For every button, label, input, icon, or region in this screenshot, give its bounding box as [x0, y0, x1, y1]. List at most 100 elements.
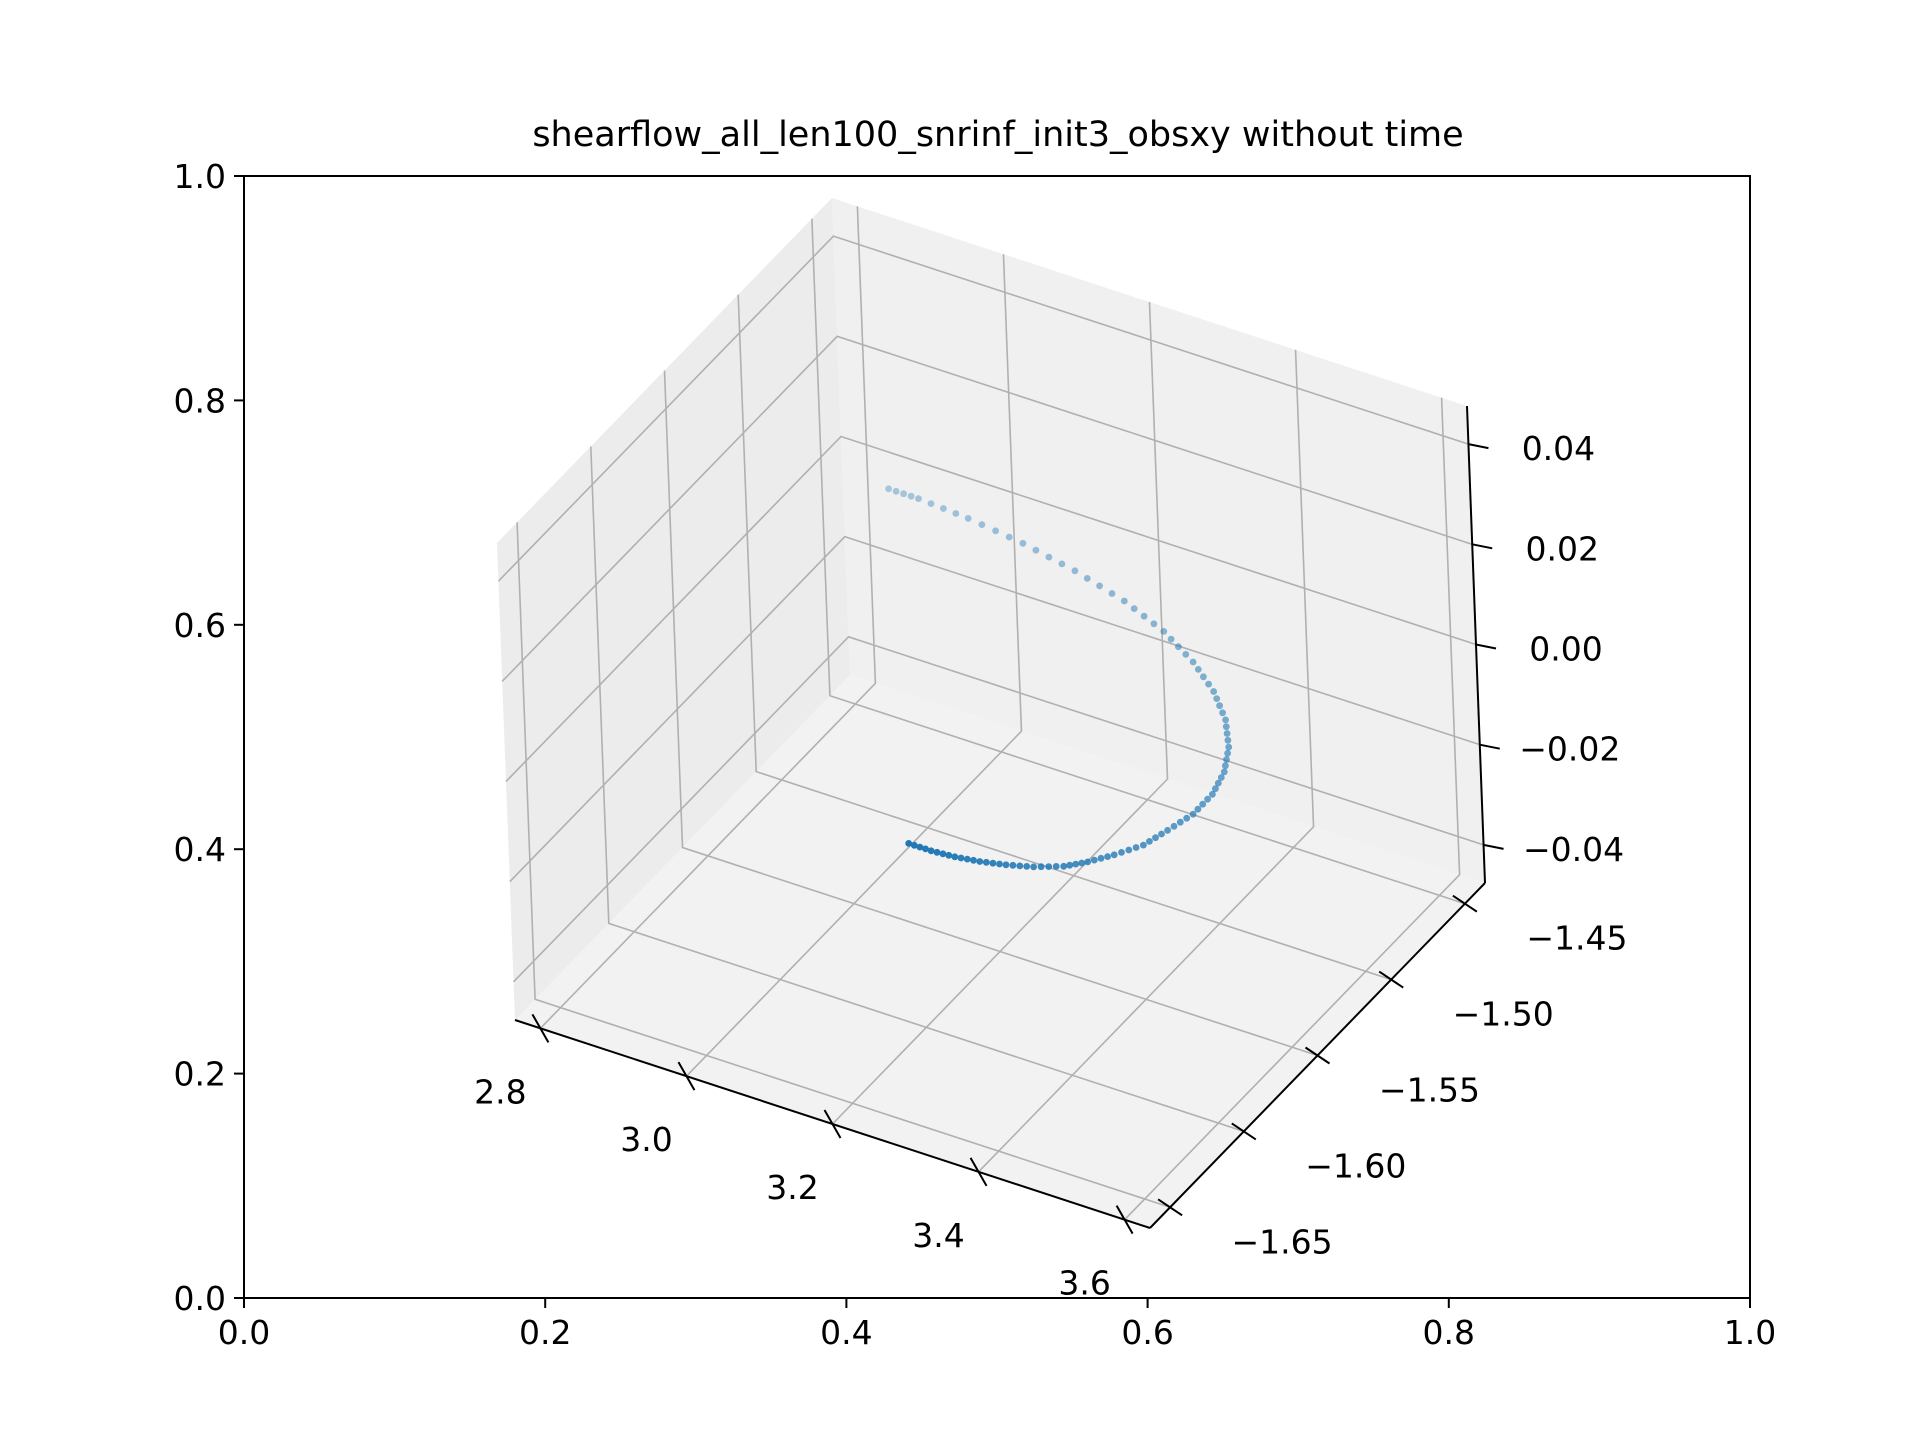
outer-x-ticks: 0.0 0.2 0.4 0.6 0.8 1.0: [218, 1298, 1776, 1352]
grid-line-x: [539, 206, 877, 1029]
x-tick-label: 3.4: [912, 1216, 964, 1255]
data-point: [1002, 861, 1010, 869]
data-point: [1183, 814, 1191, 822]
outer-y-tick-label: 0.2: [174, 1055, 226, 1094]
data-point: [1125, 846, 1133, 854]
data-point: [1199, 800, 1207, 808]
data-point: [964, 515, 972, 522]
grid-lines: [497, 206, 1484, 1221]
data-point: [1167, 635, 1175, 643]
data-point: [933, 848, 941, 856]
data-point: [1023, 863, 1031, 870]
data-point: [952, 510, 960, 517]
data-point: [1182, 651, 1190, 658]
data-point: [940, 505, 947, 512]
y-tick-label: −1.45: [1526, 919, 1627, 958]
data-point: [957, 854, 965, 862]
data-point: [1005, 533, 1013, 541]
data-point: [1224, 749, 1231, 757]
outer-y-tick-label: 0.4: [174, 830, 226, 869]
grid-line-z: [505, 435, 1477, 783]
data-point: [1150, 620, 1158, 628]
grid-line-x: [685, 254, 1023, 1077]
y-tick-label: −1.55: [1379, 1071, 1480, 1110]
data-point: [1072, 860, 1080, 868]
x-tick: [531, 1013, 550, 1043]
data-point: [1220, 768, 1228, 776]
chart-title: shearflow_all_len100_snrinf_init3_obsxy …: [532, 115, 1463, 155]
outer-x-tick-label: 0.2: [519, 1313, 571, 1352]
data-point: [1152, 834, 1159, 842]
data-point: [1118, 849, 1125, 856]
data-point: [927, 847, 935, 855]
z-tick-label: 0.04: [1522, 429, 1595, 468]
z-tick: [1479, 743, 1500, 750]
data-point: [1132, 844, 1140, 851]
z-tick: [1483, 843, 1504, 850]
data-point: [905, 840, 913, 847]
grid-line-x: [1124, 397, 1461, 1221]
data-point: [1084, 858, 1092, 866]
data-point: [1009, 861, 1017, 869]
data-point: [1158, 830, 1165, 838]
grid-line-z: [497, 235, 1469, 582]
scatter-points: [885, 485, 1233, 871]
data-point: [1146, 838, 1153, 845]
data-point: [1194, 666, 1202, 673]
data-point: [1052, 863, 1060, 870]
outer-y-tick-label: 1.0: [174, 157, 226, 196]
data-point: [976, 858, 984, 865]
data-point: [907, 492, 915, 500]
data-point: [1083, 575, 1091, 582]
x-tick-label: 3.2: [766, 1168, 818, 1207]
data-point: [1019, 539, 1027, 547]
data-point: [996, 860, 1003, 868]
z-tick-label: −0.02: [1519, 730, 1620, 769]
outer-y-tick-label: 0.6: [174, 606, 226, 645]
grid-line-z: [512, 635, 1484, 983]
data-point: [1223, 756, 1230, 763]
data-point: [900, 490, 907, 498]
data-point: [1016, 862, 1024, 870]
data-point: [1104, 853, 1111, 860]
data-point: [1212, 785, 1219, 793]
data-point: [1189, 658, 1197, 666]
data-point: [927, 500, 935, 507]
y-tick-label: −1.50: [1453, 995, 1554, 1034]
y-tick: [1452, 894, 1478, 913]
data-point: [1120, 597, 1128, 605]
data-point: [989, 859, 997, 867]
data-point: [1213, 695, 1221, 702]
outer-x-tick-label: 0.6: [1121, 1313, 1173, 1352]
data-point: [1058, 560, 1066, 568]
grid-line-x: [977, 349, 1315, 1173]
z-tick-label: 0.02: [1525, 529, 1598, 568]
data-point: [978, 521, 986, 528]
outer-y-tick-label: 0.0: [174, 1279, 226, 1318]
data-point: [1045, 863, 1053, 870]
data-point: [1066, 861, 1074, 869]
grid-line-y: [590, 446, 1245, 1133]
data-point: [1170, 822, 1178, 830]
data-point: [910, 841, 918, 849]
x-tick-label: 3.0: [620, 1120, 672, 1159]
data-point: [1222, 762, 1229, 770]
data-point: [1071, 567, 1079, 575]
z-tick-label: 0.00: [1529, 630, 1602, 669]
data-point: [1045, 553, 1053, 561]
y-tick: [1157, 1198, 1183, 1217]
x-tick: [823, 1109, 842, 1139]
grid-line-y: [737, 294, 1392, 981]
z-tick: [1472, 543, 1493, 550]
grid-line-y: [663, 370, 1318, 1057]
data-point: [1214, 779, 1222, 787]
outer-y-tick-label: 0.8: [174, 381, 226, 420]
data-point: [1209, 790, 1216, 798]
data-point: [1032, 546, 1040, 554]
data-point: [885, 485, 892, 493]
outer-x-tick-label: 0.4: [820, 1313, 872, 1352]
data-point: [922, 845, 929, 853]
data-point: [1030, 863, 1037, 871]
data-point: [1222, 723, 1230, 731]
